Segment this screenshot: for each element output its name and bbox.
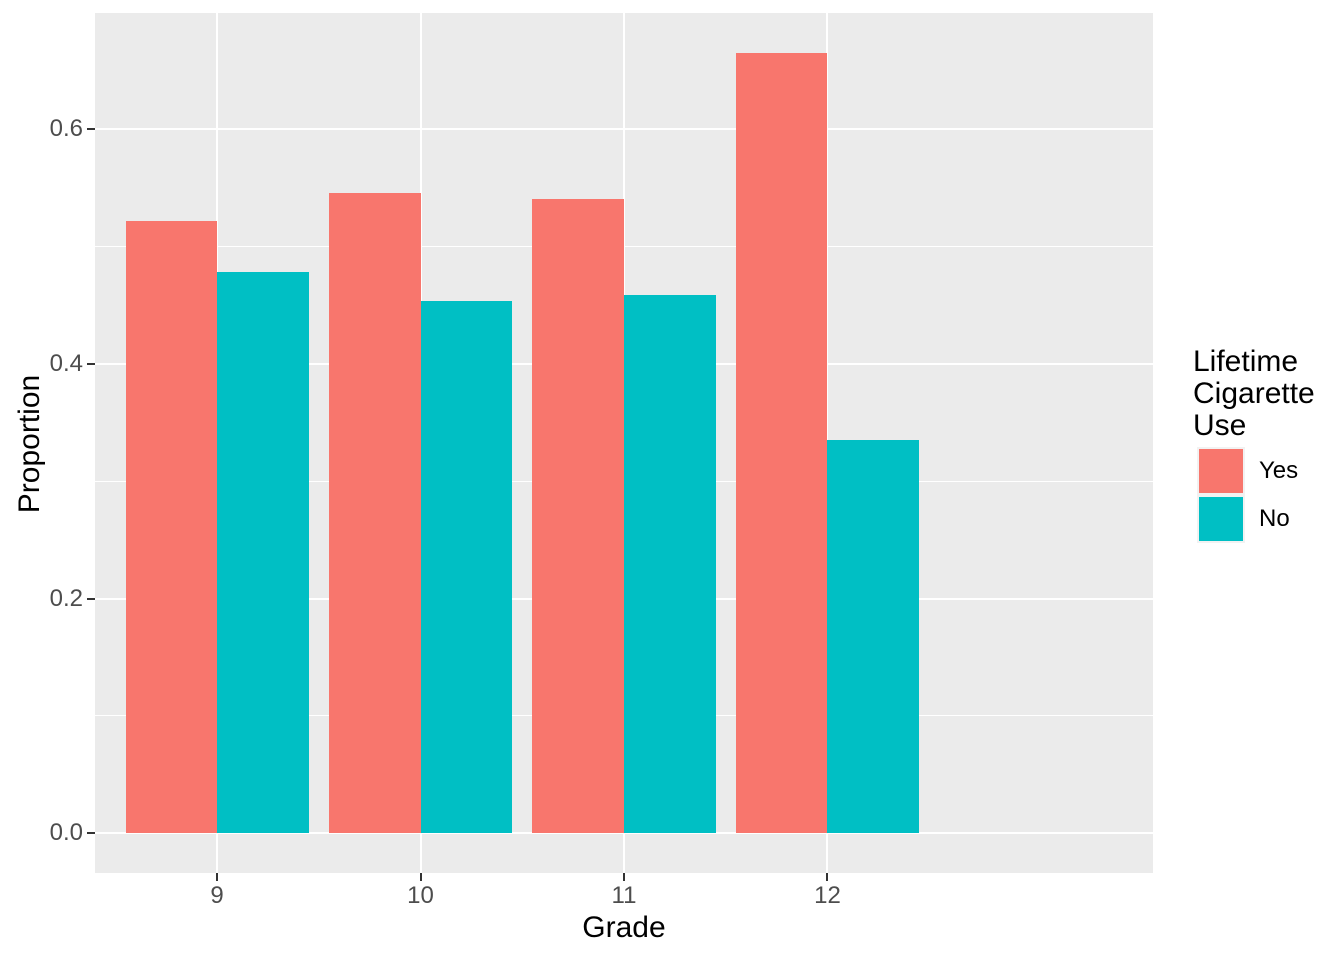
x-tick-label: 12: [814, 882, 841, 909]
x-tick: [216, 873, 219, 881]
bar-no-grade-12: [827, 440, 919, 834]
bar-no-grade-9: [217, 272, 309, 834]
y-tick-label: 0.0: [49, 819, 83, 847]
y-tick: [87, 128, 95, 131]
x-tick: [419, 873, 422, 881]
legend-key: [1197, 495, 1245, 543]
x-axis-title: Grade: [582, 911, 666, 944]
y-tick-label: 0.4: [49, 349, 83, 377]
y-tick: [87, 832, 95, 835]
y-tick-label: 0.6: [49, 115, 83, 143]
plot-panel: [95, 13, 1153, 873]
bar-yes-grade-10: [328, 192, 421, 834]
x-tick-label: 10: [407, 882, 434, 909]
legend-item-yes: Yes: [1197, 447, 1344, 495]
x-tick-label: 9: [210, 882, 224, 909]
legend: Lifetime Cigarette Use Yes No: [1193, 346, 1344, 543]
legend-items: Yes No: [1197, 447, 1344, 543]
legend-key: [1197, 447, 1245, 495]
legend-swatch-no: [1199, 497, 1243, 541]
x-tick: [826, 873, 829, 881]
y-tick-label: 0.2: [49, 584, 83, 612]
legend-item-no: No: [1197, 495, 1344, 543]
bar-yes-grade-12: [735, 53, 828, 834]
x-tick-label: 11: [611, 882, 637, 909]
legend-label: Yes: [1259, 457, 1299, 484]
bar-no-grade-10: [420, 300, 513, 834]
bar-yes-grade-11: [532, 198, 624, 834]
legend-title: Lifetime Cigarette Use: [1193, 345, 1315, 442]
x-tick: [623, 873, 625, 881]
y-axis-title: Proportion: [13, 374, 46, 514]
bar-yes-grade-9: [125, 220, 218, 834]
legend-label: No: [1259, 505, 1290, 532]
y-tick: [87, 362, 95, 365]
legend-swatch-yes: [1199, 449, 1243, 493]
y-tick: [87, 597, 95, 600]
bar-no-grade-11: [624, 294, 716, 834]
